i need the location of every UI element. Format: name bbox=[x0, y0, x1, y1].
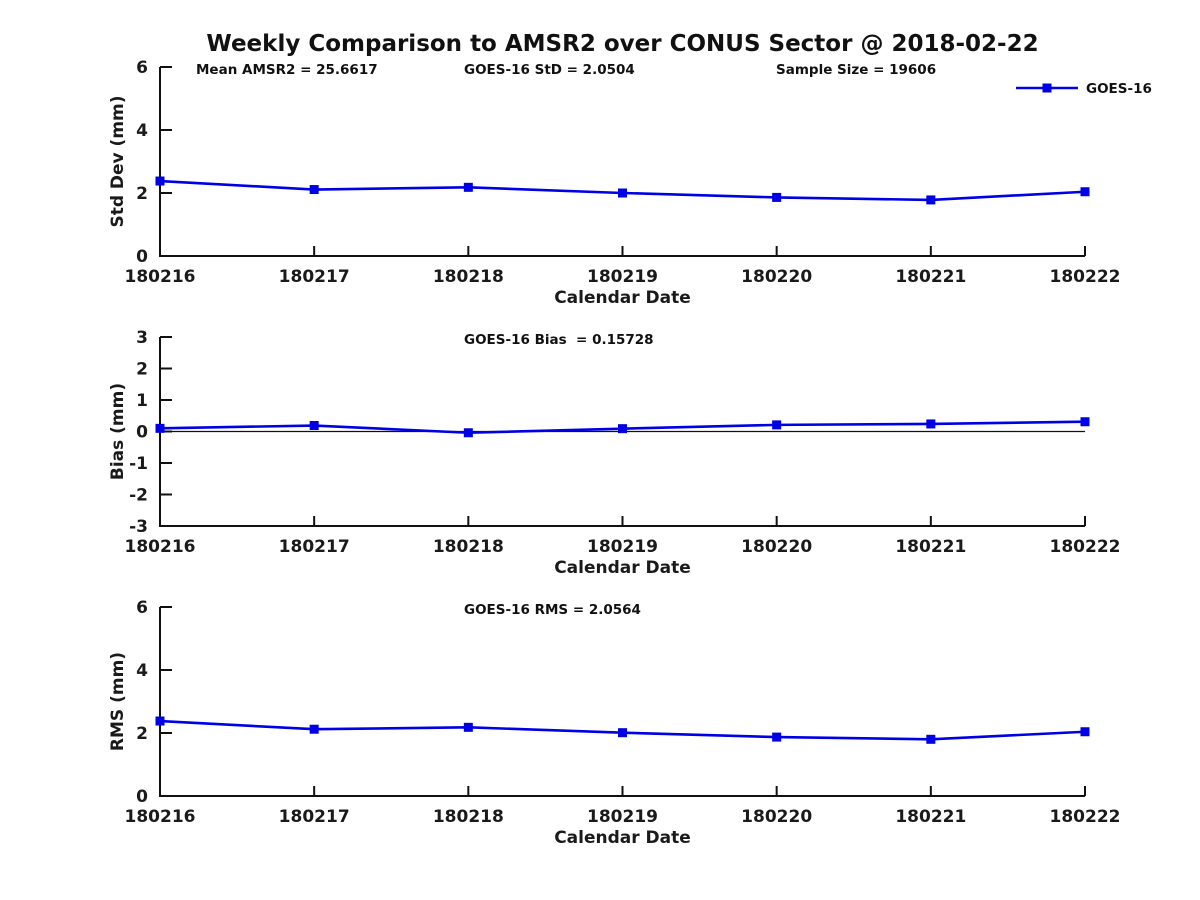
data-point-marker bbox=[772, 732, 782, 742]
data-point-marker bbox=[463, 182, 473, 192]
data-point-marker bbox=[463, 428, 473, 438]
y-tick-label: 6 bbox=[136, 598, 148, 618]
y-axis-label: Std Dev (mm) bbox=[108, 95, 128, 227]
y-axis-label: Bias (mm) bbox=[108, 383, 128, 480]
x-tick-label: 180217 bbox=[279, 537, 350, 557]
x-tick-label: 180219 bbox=[587, 267, 658, 287]
x-axis-label: Calendar Date bbox=[554, 288, 691, 308]
data-point-marker bbox=[155, 176, 165, 186]
data-point-marker bbox=[155, 716, 165, 726]
stat-annotation: GOES-16 RMS = 2.0564 bbox=[464, 602, 641, 618]
x-tick-label: 180218 bbox=[433, 537, 504, 557]
data-point-marker bbox=[926, 734, 936, 744]
x-axis-label: Calendar Date bbox=[554, 828, 691, 848]
x-tick-label: 180219 bbox=[587, 537, 658, 557]
data-point-marker bbox=[463, 722, 473, 732]
stat-annotation: Mean AMSR2 = 25.6617 bbox=[196, 62, 378, 78]
stat-annotation: Sample Size = 19606 bbox=[776, 62, 936, 78]
std-dev-chart: Mean AMSR2 = 25.6617 GOES-16 StD = 2.0504… bbox=[108, 58, 1152, 308]
y-axis-label: RMS (mm) bbox=[108, 652, 128, 751]
stat-annotation: GOES-16 StD = 2.0504 bbox=[464, 62, 635, 78]
figure-title: Weekly Comparison to AMSR2 over CONUS Se… bbox=[206, 31, 1039, 57]
data-point-marker bbox=[618, 728, 627, 738]
data-point-marker bbox=[926, 195, 936, 205]
x-axis-label: Calendar Date bbox=[554, 558, 691, 578]
y-tick-label: 3 bbox=[136, 328, 148, 348]
y-tick-label: 2 bbox=[136, 724, 148, 744]
legend-label: GOES-16 bbox=[1086, 81, 1152, 97]
data-point-marker bbox=[155, 423, 165, 433]
x-tick-label: 180218 bbox=[433, 807, 504, 827]
data-point-marker bbox=[618, 424, 627, 434]
x-tick-label: 180219 bbox=[587, 807, 658, 827]
x-tick-label: 180222 bbox=[1050, 537, 1121, 557]
data-point-marker bbox=[309, 185, 319, 195]
x-tick-label: 180216 bbox=[125, 807, 196, 827]
y-tick-label: 0 bbox=[136, 247, 148, 267]
y-tick-label: 4 bbox=[136, 121, 148, 141]
bias-chart: GOES-16 Bias = 0.15728 -3 -2 -1 0 1 2 3 180216 18… bbox=[108, 328, 1121, 578]
data-point-marker bbox=[1080, 727, 1090, 737]
x-tick-label: 180220 bbox=[741, 807, 812, 827]
y-tick-label: -1 bbox=[129, 454, 148, 474]
data-point-marker bbox=[309, 724, 319, 734]
stat-annotation: GOES-16 Bias = 0.15728 bbox=[464, 332, 654, 348]
rms-chart: GOES-16 RMS = 2.0564 0 2 4 6 180216 180217 1802… bbox=[108, 598, 1121, 848]
x-tick-label: 180216 bbox=[125, 537, 196, 557]
data-point-marker bbox=[1080, 187, 1090, 197]
x-tick-label: 180221 bbox=[895, 807, 966, 827]
y-tick-label: 0 bbox=[136, 423, 148, 443]
data-point-marker bbox=[772, 420, 782, 430]
data-point-marker bbox=[772, 192, 782, 202]
data-point-marker bbox=[1080, 417, 1090, 427]
y-tick-label: -3 bbox=[129, 517, 148, 537]
x-tick-label: 180220 bbox=[741, 267, 812, 287]
x-tick-label: 180218 bbox=[433, 267, 504, 287]
y-tick-label: 1 bbox=[136, 391, 148, 411]
y-tick-label: 2 bbox=[136, 360, 148, 380]
x-tick-label: 180216 bbox=[125, 267, 196, 287]
y-tick-label: 4 bbox=[136, 661, 148, 681]
x-tick-label: 180221 bbox=[895, 267, 966, 287]
x-tick-label: 180222 bbox=[1050, 807, 1121, 827]
y-tick-label: 6 bbox=[136, 58, 148, 78]
x-tick-label: 180217 bbox=[279, 807, 350, 827]
data-point-marker bbox=[309, 421, 319, 431]
x-tick-label: 180217 bbox=[279, 267, 350, 287]
y-tick-label: 2 bbox=[136, 184, 148, 204]
data-point-marker bbox=[618, 188, 627, 198]
x-tick-label: 180222 bbox=[1050, 267, 1121, 287]
x-tick-label: 180221 bbox=[895, 537, 966, 557]
legend-marker bbox=[1042, 83, 1052, 93]
data-point-marker bbox=[926, 419, 936, 429]
x-tick-label: 180220 bbox=[741, 537, 812, 557]
y-tick-label: -2 bbox=[129, 486, 148, 506]
y-tick-label: 0 bbox=[136, 787, 148, 807]
